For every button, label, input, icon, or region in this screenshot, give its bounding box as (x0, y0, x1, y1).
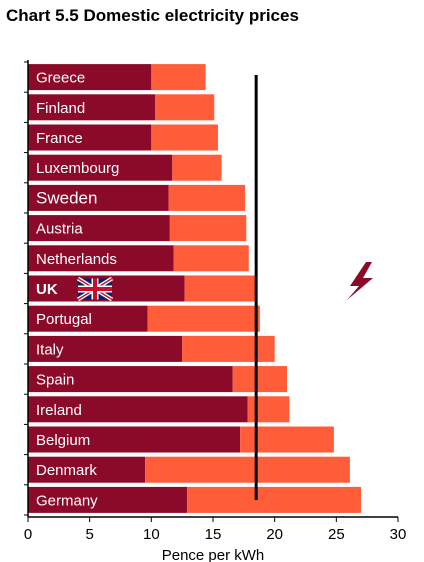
x-tick-label-10: 10 (143, 526, 160, 543)
category-label-ireland: Ireland (36, 402, 82, 419)
bar-greece-seg1 (28, 64, 152, 91)
category-label-germany: Germany (36, 492, 98, 509)
bar-sweden-seg1 (28, 184, 169, 211)
category-label-luxembourg: Luxembourg (36, 160, 119, 177)
category-label-finland: Finland (36, 100, 85, 117)
category-label-uk: UK (36, 281, 58, 298)
bars-group (28, 64, 361, 513)
category-label-austria: Austria (36, 221, 83, 238)
x-tick-label-15: 15 (205, 526, 222, 543)
bar-ireland-seg2 (247, 396, 290, 423)
bar-austria-seg2 (169, 215, 247, 242)
bar-germany-seg1 (28, 486, 188, 513)
category-label-france: France (36, 130, 83, 147)
bar-germany-seg2 (187, 486, 361, 513)
category-label-italy: Italy (36, 341, 64, 358)
bar-netherlands-seg2 (173, 245, 249, 272)
bar-denmark-seg1 (28, 456, 146, 483)
bar-belgium-seg2 (240, 426, 334, 453)
category-label-denmark: Denmark (36, 462, 97, 479)
bar-finland-seg2 (155, 94, 215, 121)
union-jack-icon (76, 276, 114, 302)
extras-group (254, 75, 373, 500)
category-label-sweden: Sweden (36, 188, 97, 207)
chart-title: Chart 5.5 Domestic electricity prices (6, 6, 299, 25)
x-axis-label: Pence per kWh (162, 547, 265, 562)
bar-italy-seg1 (28, 335, 183, 362)
category-label-portugal: Portugal (36, 311, 92, 328)
bar-sweden-seg2 (168, 184, 246, 211)
x-tick-label-30: 30 (390, 526, 407, 543)
category-label-netherlands: Netherlands (36, 251, 117, 268)
bar-portugal-seg2 (147, 305, 260, 332)
category-label-belgium: Belgium (36, 432, 90, 449)
category-label-spain: Spain (36, 372, 74, 389)
bar-italy-seg2 (182, 335, 275, 362)
bar-france-seg1 (28, 124, 152, 151)
bar-luxembourg-seg2 (172, 154, 222, 181)
category-labels-group: Greece Finland France Luxembourg Sweden Austr… (36, 70, 119, 510)
bar-austria-seg1 (28, 215, 170, 242)
bar-uk-seg2 (184, 275, 257, 302)
bar-denmark-seg2 (145, 456, 350, 483)
bar-greece-seg2 (151, 64, 206, 91)
x-tick-label-20: 20 (266, 526, 283, 543)
x-tick-label-0: 0 (24, 526, 32, 543)
bar-finland-seg1 (28, 94, 156, 121)
x-tick-label-25: 25 (328, 526, 345, 543)
bar-netherlands-seg1 (28, 245, 174, 272)
bar-belgium-seg1 (28, 426, 241, 453)
bar-spain-seg1 (28, 366, 233, 393)
bar-luxembourg-seg1 (28, 154, 173, 181)
lightning-bolt-icon (347, 262, 373, 300)
bar-ireland-seg1 (28, 396, 248, 423)
bar-portugal-seg1 (28, 305, 148, 332)
bar-france-seg2 (151, 124, 218, 151)
x-tick-label-5: 5 (85, 526, 93, 543)
category-label-greece: Greece (36, 70, 85, 87)
bar-spain-seg2 (232, 366, 287, 393)
axes-group: 0 5 10 15 20 25 30 Pence per kWh (24, 60, 407, 562)
